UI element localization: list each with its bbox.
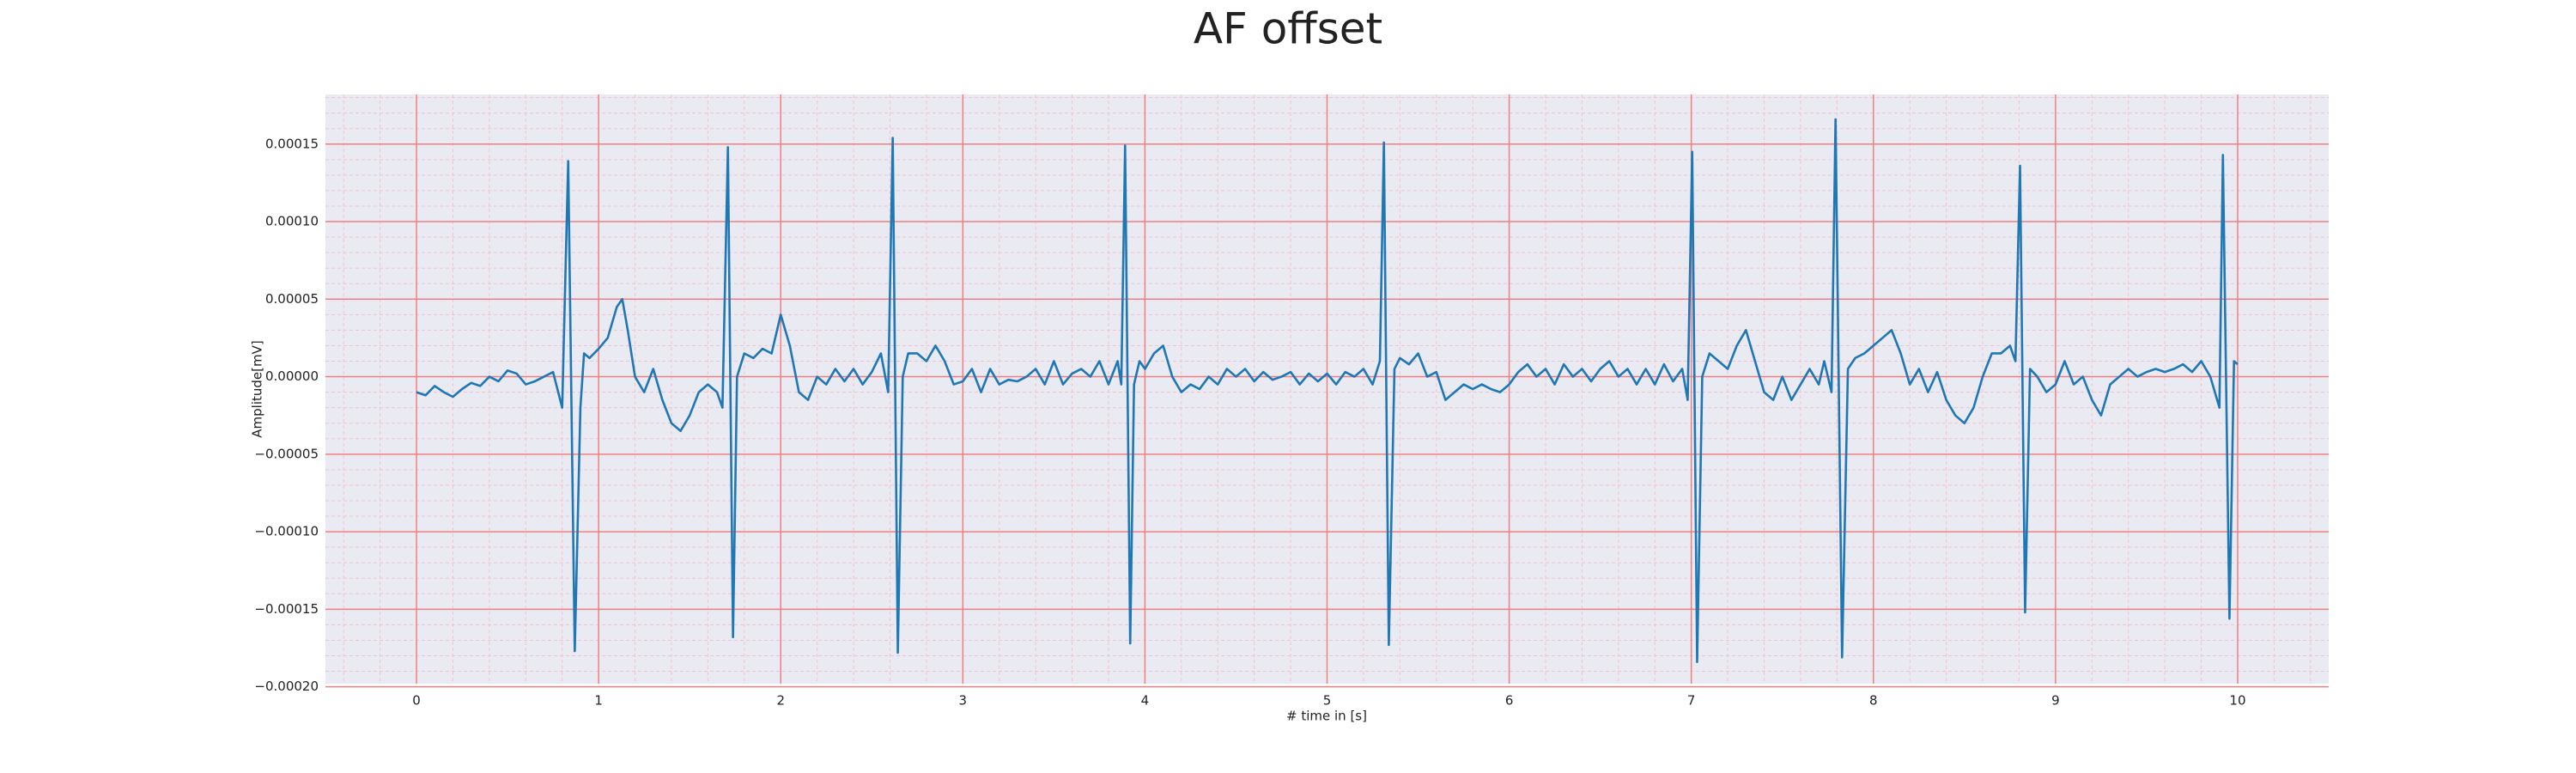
data-line bbox=[416, 118, 2239, 664]
x-tick-label: 9 bbox=[2051, 693, 2060, 709]
y-tick-label: −0.00005 bbox=[254, 446, 319, 461]
x-tick-label: 7 bbox=[1687, 693, 1696, 709]
x-tick-label: 5 bbox=[1323, 693, 1332, 709]
x-tick-label: 1 bbox=[594, 693, 603, 709]
x-axis-label: # time in [s] bbox=[1286, 709, 1367, 724]
y-tick-label: 0.00015 bbox=[265, 136, 319, 151]
x-tick-label: 3 bbox=[959, 693, 968, 709]
x-tick-label: 10 bbox=[2229, 693, 2245, 709]
y-tick-label: −0.00015 bbox=[254, 601, 319, 617]
x-tick-label: 6 bbox=[1505, 693, 1514, 709]
y-tick-label: 0.00005 bbox=[265, 291, 319, 307]
x-tick-label: 0 bbox=[412, 693, 421, 709]
x-tick-label: 4 bbox=[1141, 693, 1150, 709]
y-tick-label: −0.00020 bbox=[254, 679, 319, 694]
chart-title: AF offset bbox=[1194, 4, 1382, 54]
y-axis-label: Amplitude[mV] bbox=[250, 340, 265, 437]
y-tick-label: 0.00010 bbox=[265, 214, 319, 229]
x-tick-label: 2 bbox=[776, 693, 785, 709]
x-tick-label: 8 bbox=[1869, 693, 1878, 709]
y-tick-label: 0.00000 bbox=[265, 368, 319, 384]
y-tick-label: −0.00010 bbox=[254, 524, 319, 539]
